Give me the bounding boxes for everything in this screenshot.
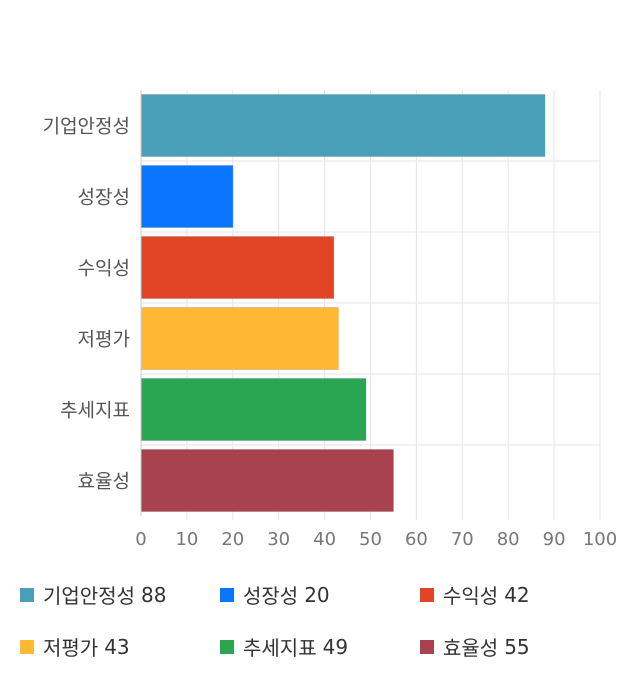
bar: [140, 236, 335, 299]
legend-swatch: [220, 587, 234, 602]
legend-label: 수익성: [443, 584, 499, 608]
bar: [140, 449, 394, 512]
legend-label: 성장성: [243, 584, 299, 608]
legend-label: 효율성: [443, 636, 499, 660]
x-tick-label: 50: [359, 529, 382, 550]
category-label: 추세지표: [60, 400, 130, 422]
legend-value: 49: [322, 634, 349, 659]
x-tick-label: 20: [221, 529, 244, 550]
x-tick-label: 30: [267, 529, 290, 550]
legend-swatch: [220, 639, 234, 654]
legend-value: 20: [304, 582, 330, 607]
legend-swatch: [20, 639, 34, 654]
legend-item-0: 기업안정성 88: [20, 580, 166, 609]
legend-value: 42: [504, 582, 530, 607]
legend-item-5: 효율성 55: [420, 632, 530, 661]
legend-value: 55: [504, 634, 530, 659]
legend-label: 추세지표: [243, 636, 317, 660]
x-tick-label: 90: [543, 529, 566, 550]
legend-swatch: [420, 587, 434, 602]
legend-item-3: 저평가 43: [20, 632, 130, 661]
legend-value: 43: [104, 634, 130, 659]
bar: [140, 307, 339, 370]
bar: [140, 165, 234, 228]
bar: [140, 378, 367, 441]
x-tick-label: 100: [583, 529, 617, 550]
legend-item-1: 성장성 20: [220, 580, 330, 609]
category-label: 효율성: [78, 471, 130, 493]
category-label: 성장성: [78, 187, 130, 209]
legend-item-2: 수익성 42: [420, 580, 530, 609]
x-tick-label: 80: [497, 529, 520, 550]
x-tick-label: 60: [405, 529, 428, 550]
category-label: 수익성: [78, 258, 130, 280]
legend-label: 저평가: [43, 636, 99, 660]
x-tick-label: 0: [135, 529, 146, 550]
x-tick-label: 70: [451, 529, 474, 550]
legend-swatch: [20, 587, 34, 602]
bar: [140, 94, 546, 157]
legend-item-4: 추세지표 49: [220, 632, 348, 661]
legend-label: 기업안정성: [43, 584, 135, 608]
legend-value: 88: [141, 582, 167, 607]
x-tick-label: 40: [313, 529, 336, 550]
category-label: 저평가: [78, 329, 130, 351]
x-tick-label: 10: [175, 529, 198, 550]
legend-swatch: [420, 639, 434, 654]
category-label: 기업안정성: [43, 116, 130, 138]
